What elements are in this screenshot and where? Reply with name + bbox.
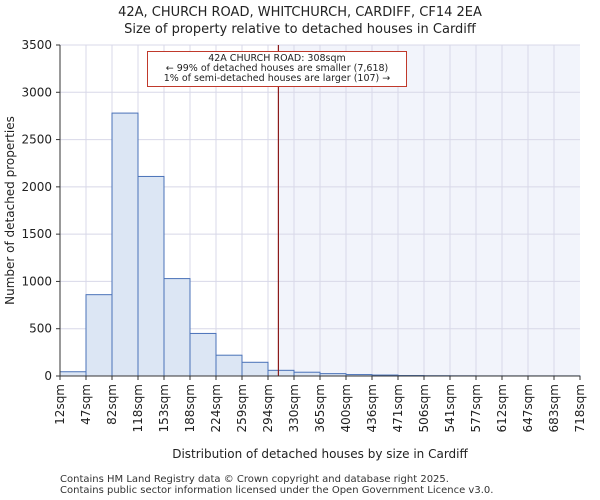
x-tick-label: 612sqm: [495, 384, 509, 432]
annotation-line3: 1% of semi-detached houses are larger (1…: [163, 73, 391, 84]
bar-47sqm: [85, 294, 113, 377]
chart-title-line2: Size of property relative to detached ho…: [124, 22, 476, 37]
bar-118sqm: [137, 175, 165, 377]
x-tick-label: 400sqm: [339, 384, 353, 432]
bar-294sqm: [267, 369, 295, 377]
annotation-line1: 42A CHURCH ROAD: 308sqm: [208, 53, 346, 64]
x-tick-label: 683sqm: [547, 384, 561, 432]
y-tick-label: 3000: [21, 85, 52, 99]
x-tick-label: 577sqm: [469, 384, 483, 432]
chart-title-line1: 42A, CHURCH ROAD, WHITCHURCH, CARDIFF, C…: [118, 5, 482, 20]
bar-330sqm: [293, 371, 321, 377]
x-tick-label: 118sqm: [131, 384, 145, 432]
footer-line2: Contains public sector information licen…: [60, 485, 494, 496]
y-tick-label: 500: [29, 322, 52, 336]
y-tick-label: 3500: [21, 38, 52, 52]
footer: Contains HM Land Registry data © Crown c…: [60, 474, 493, 496]
x-tick-label: 224sqm: [209, 384, 223, 432]
y-tick-label: 1500: [21, 227, 52, 241]
x-tick-label: 12sqm: [53, 384, 67, 425]
y-axis-label: Number of detached properties: [3, 116, 17, 305]
y-tick-label: 1000: [21, 274, 52, 288]
y-tick-label: 0: [44, 369, 52, 383]
x-tick-label: 506sqm: [417, 384, 431, 432]
bar-12sqm: [59, 371, 87, 377]
x-tick-label: 365sqm: [313, 384, 327, 432]
bar-188sqm: [189, 332, 217, 377]
x-tick-label: 330sqm: [287, 384, 301, 432]
bar-259sqm: [241, 361, 269, 377]
highlight-region: [278, 45, 580, 376]
y-tick-label: 2000: [21, 180, 52, 194]
x-tick-label: 471sqm: [391, 384, 405, 432]
bar-224sqm: [215, 354, 243, 377]
bar-153sqm: [163, 278, 191, 377]
footer-line1: Contains HM Land Registry data © Crown c…: [60, 474, 449, 485]
y-tick-label: 2500: [21, 133, 52, 147]
x-tick-label: 541sqm: [443, 384, 457, 432]
x-tick-label: 647sqm: [521, 384, 535, 432]
x-tick-label: 153sqm: [157, 384, 171, 432]
annotation-line2: ← 99% of detached houses are smaller (7,…: [165, 63, 389, 74]
x-tick-label: 47sqm: [79, 384, 93, 425]
bar-82sqm: [111, 112, 139, 377]
x-tick-label: 294sqm: [261, 384, 275, 432]
x-tick-label: 82sqm: [105, 384, 119, 425]
x-tick-label: 436sqm: [365, 384, 379, 432]
annotation-box: 42A CHURCH ROAD: 308sqm ← 99% of detache…: [147, 51, 407, 87]
x-tick-label: 718sqm: [573, 384, 587, 432]
x-tick-label: 188sqm: [183, 384, 197, 432]
x-axis-label: Distribution of detached houses by size …: [172, 447, 468, 461]
x-tick-label: 259sqm: [235, 384, 249, 432]
chart-title: 42A, CHURCH ROAD, WHITCHURCH, CARDIFF, C…: [0, 4, 600, 38]
